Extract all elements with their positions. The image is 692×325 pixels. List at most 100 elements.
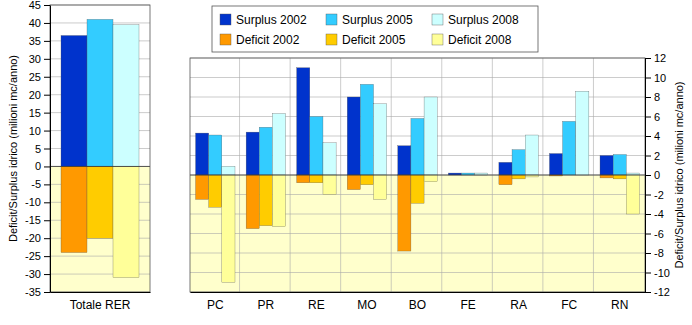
bar [310, 175, 323, 183]
panel-0 [50, 5, 150, 292]
tick: 6 [645, 111, 660, 123]
legend-label: Deficit 2002 [236, 33, 300, 47]
legend-label: Surplus 2002 [236, 13, 307, 27]
bar [246, 175, 259, 229]
bar [310, 117, 323, 176]
tick-label: 40 [29, 17, 41, 29]
tick-label: 0 [35, 160, 41, 172]
category-label: RN [611, 298, 628, 312]
tick-label: -20 [25, 232, 41, 244]
tick: -12 [645, 286, 670, 298]
plot-frame [190, 58, 645, 292]
tick-label: 25 [29, 71, 41, 83]
tick-mark [44, 149, 50, 150]
bar [113, 166, 139, 277]
legend-swatch [326, 14, 337, 25]
bar [411, 175, 424, 203]
tick-label: 15 [29, 107, 41, 119]
bar [209, 135, 222, 175]
bar [323, 175, 336, 195]
tick-mark [645, 273, 651, 274]
bar [259, 175, 272, 226]
grid-line [190, 253, 645, 254]
bar [600, 156, 613, 176]
bar [259, 127, 272, 175]
tick-label: -35 [25, 286, 41, 298]
bar [424, 97, 437, 175]
category-label: RA [510, 298, 527, 312]
bar [113, 25, 139, 167]
tick-label: 45 [29, 0, 41, 11]
bar [61, 166, 87, 252]
zero-line [50, 166, 150, 167]
legend-label: Surplus 2005 [342, 13, 413, 27]
tick: Totale RER [70, 292, 131, 312]
tick-label: 2 [654, 150, 660, 162]
tick-label: 6 [654, 111, 660, 123]
grid-line [50, 166, 150, 167]
tick-mark [44, 274, 50, 275]
tick: RA [510, 292, 527, 312]
legend-swatch [432, 14, 443, 25]
tick: -5 [31, 178, 50, 190]
legend-swatch [220, 14, 231, 25]
axis-line [191, 292, 646, 293]
tick: 12 [645, 52, 666, 64]
tick-label: -30 [25, 268, 41, 280]
tick-mark [44, 256, 50, 257]
bar [512, 175, 525, 179]
tick-mark [645, 117, 651, 118]
tick-mark [44, 202, 50, 203]
tick-mark [645, 156, 651, 157]
category-label: RE [308, 298, 325, 312]
grid-line [190, 233, 645, 234]
tick-label: 30 [29, 53, 41, 65]
tick-label: 0 [654, 169, 660, 181]
tick-mark [645, 175, 651, 176]
grid [190, 58, 645, 292]
tick-label: 4 [654, 130, 660, 142]
tick-label: -4 [654, 208, 664, 220]
tick: -2 [645, 189, 664, 201]
tick: 2 [645, 150, 660, 162]
tick-label: -25 [25, 250, 41, 262]
tick: -10 [645, 267, 670, 279]
bar [323, 143, 336, 175]
bar [61, 35, 87, 166]
tick: 15 [29, 107, 50, 119]
tick-mark [645, 195, 651, 196]
tick-mark [44, 95, 50, 96]
tick: FE [460, 292, 475, 312]
grid [50, 5, 150, 292]
bar [297, 175, 310, 183]
tick: MO [357, 292, 376, 312]
bar [347, 175, 360, 190]
tick: PC [207, 292, 224, 312]
tick: 25 [29, 71, 50, 83]
tick: BO [409, 292, 426, 312]
bar [87, 19, 113, 166]
tick-mark [44, 220, 50, 221]
legend-swatch [432, 34, 443, 45]
bar [222, 175, 235, 282]
axis-title: Deficit/Surplus idrico (milioni mc/anno) [7, 55, 19, 242]
category-label: PC [207, 298, 224, 312]
x-axis: Totale RER [51, 292, 151, 312]
plot-background [190, 58, 645, 175]
bar [600, 175, 613, 178]
legend-swatch [220, 34, 231, 45]
tick: -8 [645, 247, 664, 259]
tick-mark [44, 131, 50, 132]
bar [297, 68, 310, 175]
tick-mark [44, 184, 50, 185]
bars [61, 19, 139, 277]
x-axis: PCPRREMOBOFERAFCRN [191, 292, 646, 312]
bar [576, 91, 589, 175]
bar [347, 97, 360, 175]
tick-label: 20 [29, 89, 41, 101]
tick: -6 [645, 228, 664, 240]
tick-mark [645, 78, 651, 79]
tick-mark [645, 253, 651, 254]
bar [374, 175, 387, 199]
bar [87, 166, 113, 238]
